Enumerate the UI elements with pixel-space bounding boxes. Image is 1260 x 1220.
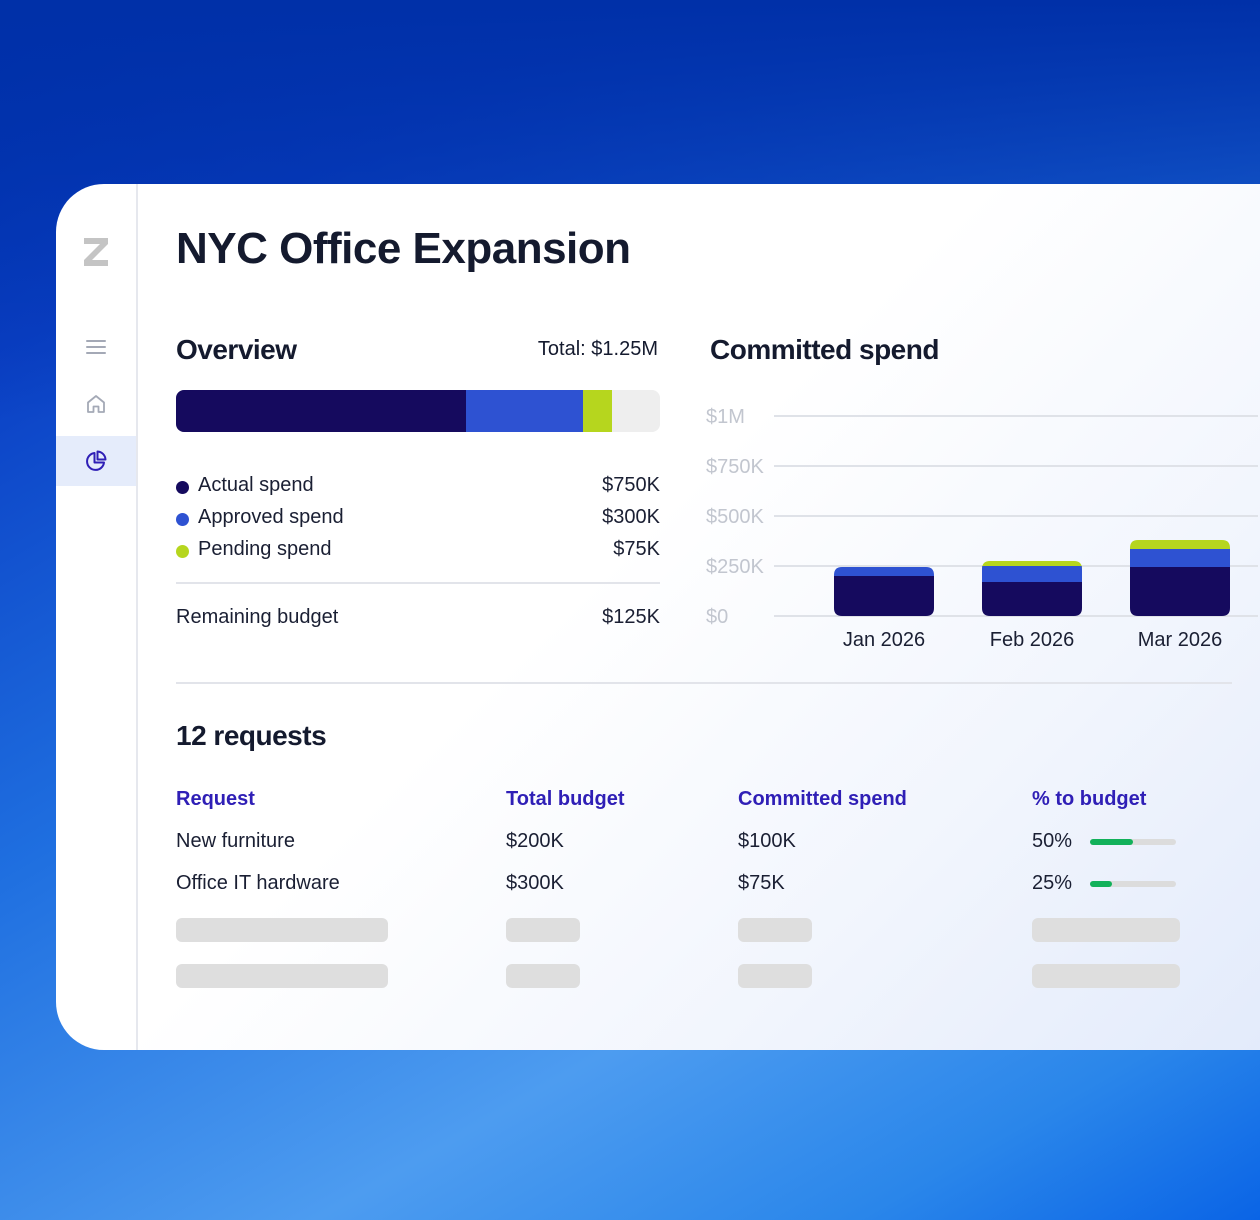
y-tick-label: $1M — [706, 406, 745, 428]
overview-total: Total: $1.25M — [537, 338, 658, 360]
remaining-budget-value: $125K — [602, 606, 660, 628]
total-budget-value: $200K — [506, 830, 564, 852]
total-budget-value: $300K — [506, 872, 564, 894]
column-header-total-budget[interactable]: Total budget — [506, 788, 625, 810]
sidebar — [56, 184, 138, 1050]
requests-heading: 12 requests — [176, 720, 327, 751]
legend-row-pending: Pending spend $75K — [176, 537, 660, 563]
skeleton-cell — [738, 918, 812, 942]
percent-to-budget-value: 50% — [1032, 830, 1073, 852]
skeleton-cell — [1032, 964, 1180, 988]
menu-icon — [86, 340, 106, 354]
legend-dot — [176, 513, 189, 526]
home-icon — [87, 395, 105, 413]
legend-dot — [176, 545, 189, 558]
x-tick-label: Feb 2026 — [990, 629, 1075, 651]
legend-label: Pending spend — [198, 538, 332, 560]
chart-bar-segment — [1130, 567, 1230, 616]
y-tick-label: $500K — [706, 506, 764, 528]
committed-spend-chart: $0 $250K $500K $750K $1M Jan 2026 Feb 2026 Mar … — [706, 406, 1258, 651]
overview-heading: Overview — [176, 334, 297, 365]
percent-progress-bar — [1090, 881, 1176, 887]
legend-dot — [176, 481, 189, 494]
skeleton-cell — [506, 964, 580, 988]
overview-stacked-bar — [176, 390, 660, 432]
skeleton-cell — [506, 918, 580, 942]
chart-title: Committed spend — [710, 334, 939, 365]
legend-row-approved: Approved spend $300K — [176, 505, 660, 531]
remaining-budget-row: Remaining budget $125K — [176, 605, 660, 631]
committed-spend-value: $100K — [738, 830, 796, 852]
chart-bar-segment — [834, 567, 934, 576]
legend-label: Actual spend — [198, 474, 314, 496]
skeleton-cell — [738, 964, 812, 988]
y-tick-label: $750K — [706, 456, 764, 478]
y-tick-label: $0 — [706, 606, 728, 628]
percent-to-budget-value: 25% — [1032, 872, 1073, 894]
percent-progress-fill — [1090, 839, 1133, 845]
chart-bar-segment — [982, 582, 1082, 616]
skeleton-cell — [1032, 918, 1180, 942]
page-title: NYC Office Expansion — [176, 224, 631, 273]
legend-value: $750K — [602, 474, 660, 496]
chart-bar-segment — [1130, 540, 1230, 549]
skeleton-cell — [176, 964, 388, 988]
chart-bar-segment — [1130, 549, 1230, 567]
sidebar-item-menu[interactable] — [56, 322, 136, 372]
legend-row-actual: Actual spend $750K — [176, 473, 660, 499]
app-logo-icon — [84, 238, 108, 266]
chart-bar-segment — [982, 566, 1082, 582]
overview-divider — [176, 582, 660, 584]
column-header-request[interactable]: Request — [176, 788, 255, 810]
percent-progress-fill — [1090, 881, 1112, 887]
column-header-percent-to-budget[interactable]: % to budget — [1032, 788, 1147, 810]
committed-spend-value: $75K — [738, 872, 785, 894]
legend-value: $75K — [613, 538, 660, 560]
skeleton-cell — [176, 918, 388, 942]
sidebar-item-home[interactable] — [56, 379, 136, 429]
pie-chart-icon — [86, 450, 107, 471]
x-tick-label: Jan 2026 — [843, 629, 925, 651]
chart-bar-segment — [982, 561, 1082, 569]
percent-progress-bar — [1090, 839, 1176, 845]
column-header-committed-spend[interactable]: Committed spend — [738, 788, 907, 810]
sidebar-item-reports[interactable] — [56, 436, 136, 486]
remaining-budget-label: Remaining budget — [176, 606, 339, 628]
legend-value: $300K — [602, 506, 660, 528]
request-name: Office IT hardware — [176, 872, 340, 894]
section-divider — [176, 682, 1232, 684]
overview-bar-segment — [176, 390, 467, 432]
overview-bar-segment — [582, 390, 612, 432]
overview-bar-segment — [466, 390, 583, 432]
chart-bar-segment — [834, 576, 934, 616]
main-content: NYC Office Expansion Overview Total: $1.… — [136, 184, 1260, 1050]
y-tick-label: $250K — [706, 556, 764, 578]
app-window: NYC Office Expansion Overview Total: $1.… — [56, 184, 1260, 1050]
x-tick-label: Mar 2026 — [1138, 629, 1223, 651]
legend-label: Approved spend — [198, 506, 344, 528]
request-name: New furniture — [176, 830, 295, 852]
